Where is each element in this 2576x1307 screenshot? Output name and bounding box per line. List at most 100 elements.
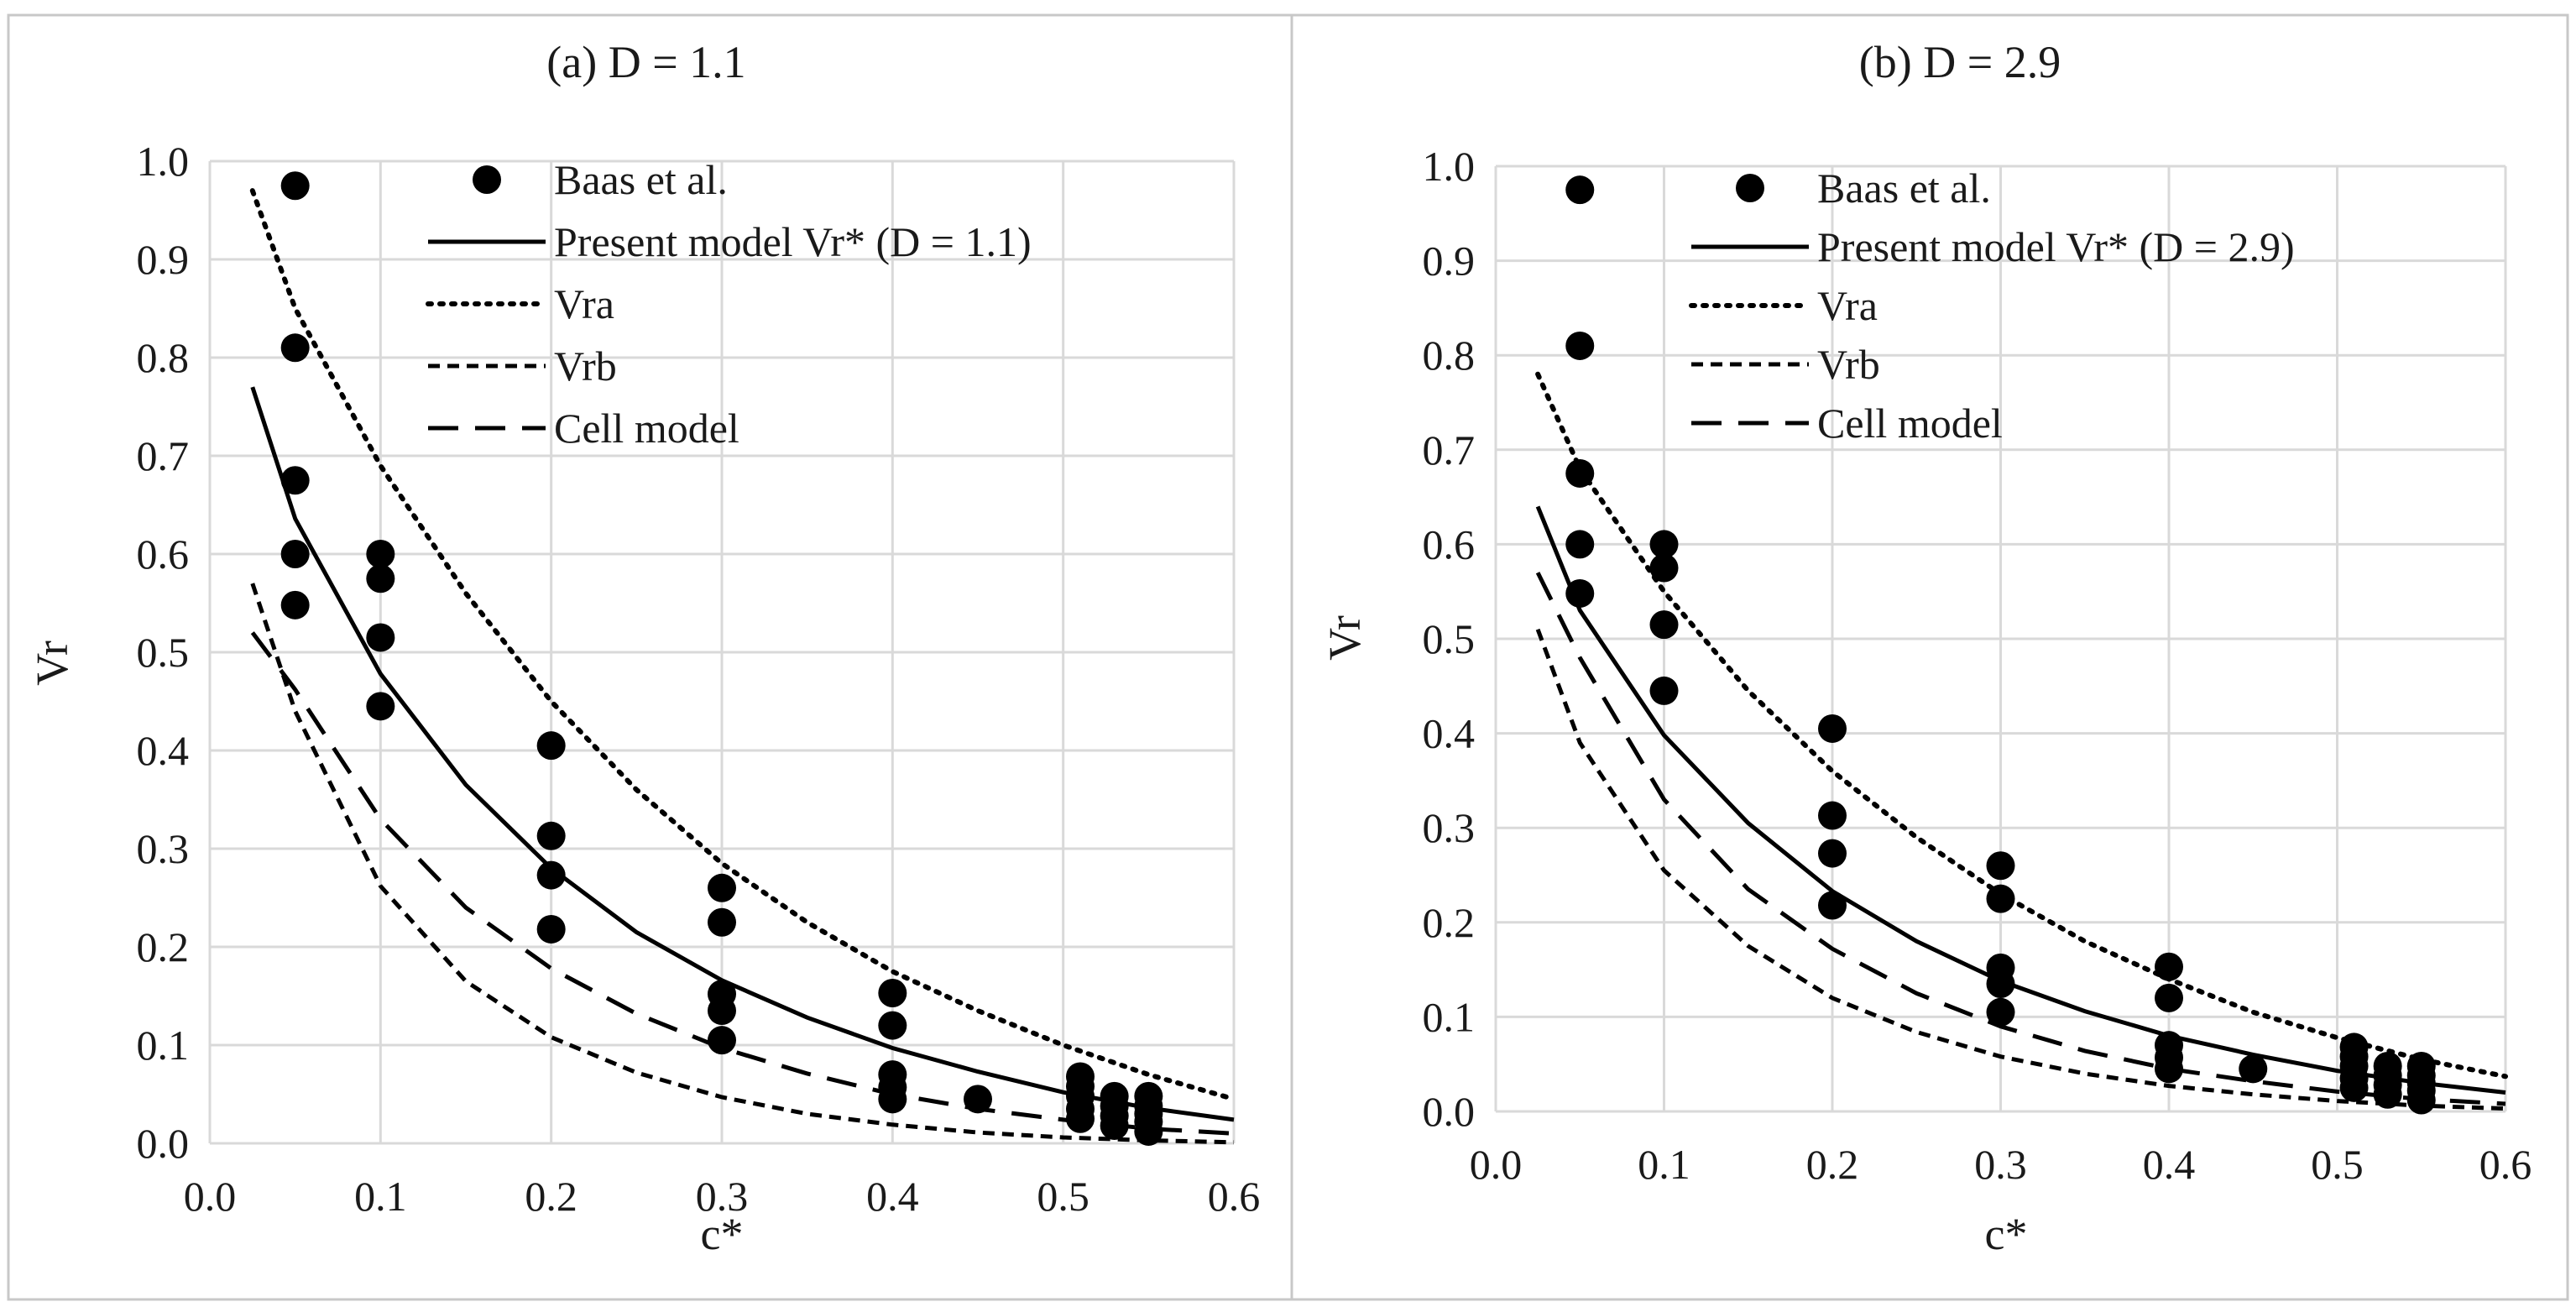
- x-tick-label: 0.5: [2311, 1141, 2364, 1188]
- data-point: [2155, 952, 2183, 981]
- data-point: [366, 692, 395, 721]
- y-tick-label: 0.5: [137, 629, 190, 676]
- x-tick-label: 0.6: [2479, 1141, 2532, 1188]
- y-tick-label: 0.6: [137, 531, 190, 578]
- x-tick-label: 0.1: [1638, 1141, 1690, 1188]
- series-line-vrb: [250, 583, 1235, 1145]
- data-point: [536, 731, 566, 761]
- panel-a-legend: Baas et al. Present model Vr* (D = 1.1) Vr…: [426, 156, 1032, 452]
- x-tick-label: 0.0: [184, 1173, 237, 1220]
- data-point: [536, 821, 566, 850]
- y-tick-label: 0.7: [137, 432, 190, 479]
- data-point: [366, 540, 395, 568]
- x-tick-label: 0.2: [525, 1173, 577, 1220]
- panel-a-grid: [208, 159, 1236, 1145]
- panel-a-x-axis-label: c*: [701, 1209, 744, 1259]
- y-tick-label: 1.0: [1423, 143, 1476, 190]
- data-point: [1649, 553, 1679, 583]
- x-tick-label: 0.3: [1974, 1141, 2027, 1188]
- data-point: [1986, 969, 2015, 998]
- data-point: [280, 333, 310, 363]
- data-point: [1565, 175, 1595, 205]
- legend-marker: [473, 165, 501, 194]
- series-line-cell-model: [1535, 572, 2506, 1106]
- legend-label: Vrb: [1817, 341, 1880, 388]
- data-point: [280, 171, 310, 201]
- y-tick-label: 0.0: [1423, 1088, 1476, 1135]
- data-point: [536, 860, 566, 890]
- x-tick-label: 0.6: [1208, 1173, 1261, 1220]
- y-tick-label: 1.0: [137, 138, 190, 185]
- x-tick-label: 0.1: [354, 1173, 407, 1220]
- panel-a-y-axis-label: Vr: [27, 640, 77, 686]
- legend-label: Vrb: [554, 342, 617, 389]
- data-point: [1565, 331, 1595, 360]
- data-point: [280, 590, 310, 620]
- data-point: [1649, 610, 1679, 640]
- y-tick-label: 0.9: [137, 236, 190, 283]
- y-tick-label: 0.7: [1423, 426, 1476, 473]
- y-tick-label: 0.4: [1423, 710, 1476, 757]
- data-point: [536, 914, 566, 944]
- y-tick-label: 0.0: [137, 1120, 190, 1167]
- panel-b-points: [1565, 175, 2436, 1115]
- data-point: [1818, 839, 1847, 868]
- panel-a-y-ticks: 0.0 0.1 0.2 0.3 0.4 0.5 0.6 0.7 0.8 0.9 1.0: [137, 138, 190, 1167]
- legend-label: Baas et al.: [554, 156, 728, 203]
- data-point: [878, 1011, 907, 1040]
- series-line-present-model-vr-d-2-9: [1535, 505, 2506, 1095]
- data-point: [964, 1085, 992, 1114]
- data-point: [280, 466, 310, 495]
- legend-label: Vra: [1817, 282, 1878, 329]
- data-point: [2339, 1073, 2369, 1102]
- data-point: [280, 540, 310, 568]
- panel-b-curves: [1535, 371, 2508, 1111]
- figure-border: [7, 13, 2569, 1301]
- data-point: [878, 1085, 907, 1114]
- data-point: [1818, 801, 1847, 830]
- legend-label: Cell model: [1817, 400, 2003, 447]
- data-point: [1986, 884, 2015, 913]
- y-tick-label: 0.8: [1423, 332, 1476, 379]
- data-point: [708, 907, 736, 937]
- panel-a-title: (a) D = 1.1: [546, 37, 745, 87]
- data-point: [366, 564, 395, 593]
- legend-label: Vra: [554, 280, 614, 327]
- panel-b-x-ticks: 0.0 0.1 0.2 0.3 0.4 0.5 0.6: [1470, 1141, 2532, 1188]
- panel-b-x-axis-label: c*: [1985, 1209, 2028, 1259]
- data-point: [1565, 458, 1595, 488]
- y-tick-label: 0.2: [1423, 899, 1476, 946]
- data-point: [2373, 1080, 2402, 1109]
- panel-b: 0.0 0.1 0.2 0.3 0.4 0.5 0.6 0.7 0.8 0.9 1.0 0.0 0.1…: [1319, 37, 2532, 1259]
- panel-b-y-axis-label: Vr: [1319, 615, 1370, 661]
- series-line-vra: [1535, 371, 2508, 1080]
- data-point: [2155, 983, 2183, 1012]
- panel-b-title: (b) D = 2.9: [1859, 37, 2061, 87]
- data-point: [1100, 1111, 1129, 1140]
- data-point: [708, 996, 736, 1026]
- panel-a: 0.0 0.1 0.2 0.3 0.4 0.5 0.6 0.7 0.8 0.9 1.0 0.0 0.1…: [27, 37, 1260, 1259]
- x-tick-label: 0.5: [1037, 1173, 1089, 1220]
- data-point: [1134, 1116, 1163, 1146]
- data-point: [2155, 1054, 2183, 1084]
- panel-a-curves: [249, 188, 1236, 1145]
- y-tick-label: 0.5: [1423, 615, 1476, 662]
- legend-marker: [1736, 174, 1764, 202]
- x-tick-label: 0.0: [1470, 1141, 1523, 1188]
- y-tick-label: 0.3: [1423, 804, 1476, 851]
- panel-a-x-ticks: 0.0 0.1 0.2 0.3 0.4 0.5 0.6: [184, 1173, 1261, 1220]
- series-line-vrb: [1535, 628, 2506, 1111]
- legend-label: Cell model: [554, 405, 739, 452]
- data-point: [1066, 1104, 1095, 1133]
- data-point: [878, 978, 907, 1007]
- y-tick-label: 0.3: [137, 825, 190, 872]
- legend-label: Present model Vr* (D = 1.1): [554, 218, 1032, 265]
- data-point: [1818, 714, 1847, 743]
- data-point: [708, 873, 736, 902]
- x-tick-label: 0.4: [866, 1173, 919, 1220]
- legend-label: Baas et al.: [1817, 165, 1991, 212]
- y-tick-label: 0.9: [1423, 238, 1476, 285]
- y-tick-label: 0.8: [137, 334, 190, 381]
- series-line-vra: [249, 188, 1236, 1102]
